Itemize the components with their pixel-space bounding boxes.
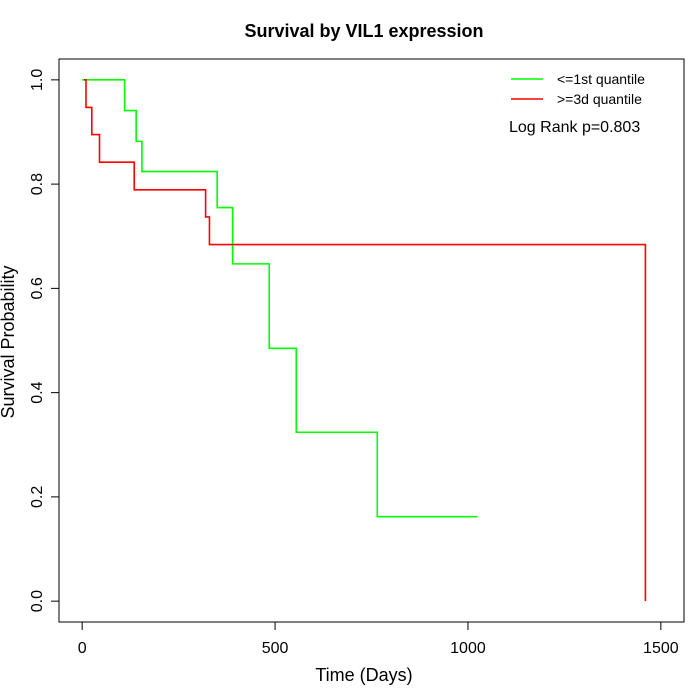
chart-title: Survival by VIL1 expression bbox=[244, 21, 483, 41]
x-tick-label: 1000 bbox=[450, 640, 486, 657]
y-tick-label: 0.2 bbox=[29, 486, 46, 508]
y-tick-label: 0.8 bbox=[29, 173, 46, 195]
y-tick-label: 0.0 bbox=[29, 590, 46, 612]
x-tick-label: 1500 bbox=[643, 640, 679, 657]
x-tick-label: 500 bbox=[262, 640, 289, 657]
series-layer bbox=[82, 79, 647, 602]
legend-label: <=1st quantile bbox=[557, 71, 645, 87]
series-line-2 bbox=[84, 79, 647, 602]
y-axis: 0.0 0.2 0.4 0.6 0.8 1.0 bbox=[29, 69, 60, 612]
legend: <=1st quantile >=3d quantile bbox=[511, 71, 645, 107]
x-axis-label: Time (Days) bbox=[315, 665, 412, 685]
y-axis-label: Survival Probability bbox=[0, 265, 18, 418]
log-rank-annotation: Log Rank p=0.803 bbox=[509, 119, 640, 136]
y-tick-label: 0.6 bbox=[29, 277, 46, 299]
x-tick-label: 0 bbox=[78, 640, 87, 657]
x-axis: 0 500 1000 1500 bbox=[78, 621, 679, 657]
y-tick-label: 1.0 bbox=[29, 69, 46, 91]
series-line-1 bbox=[82, 79, 478, 518]
plot-frame bbox=[58, 58, 685, 623]
legend-label: >=3d quantile bbox=[557, 91, 642, 107]
y-tick-label: 0.4 bbox=[29, 381, 46, 403]
